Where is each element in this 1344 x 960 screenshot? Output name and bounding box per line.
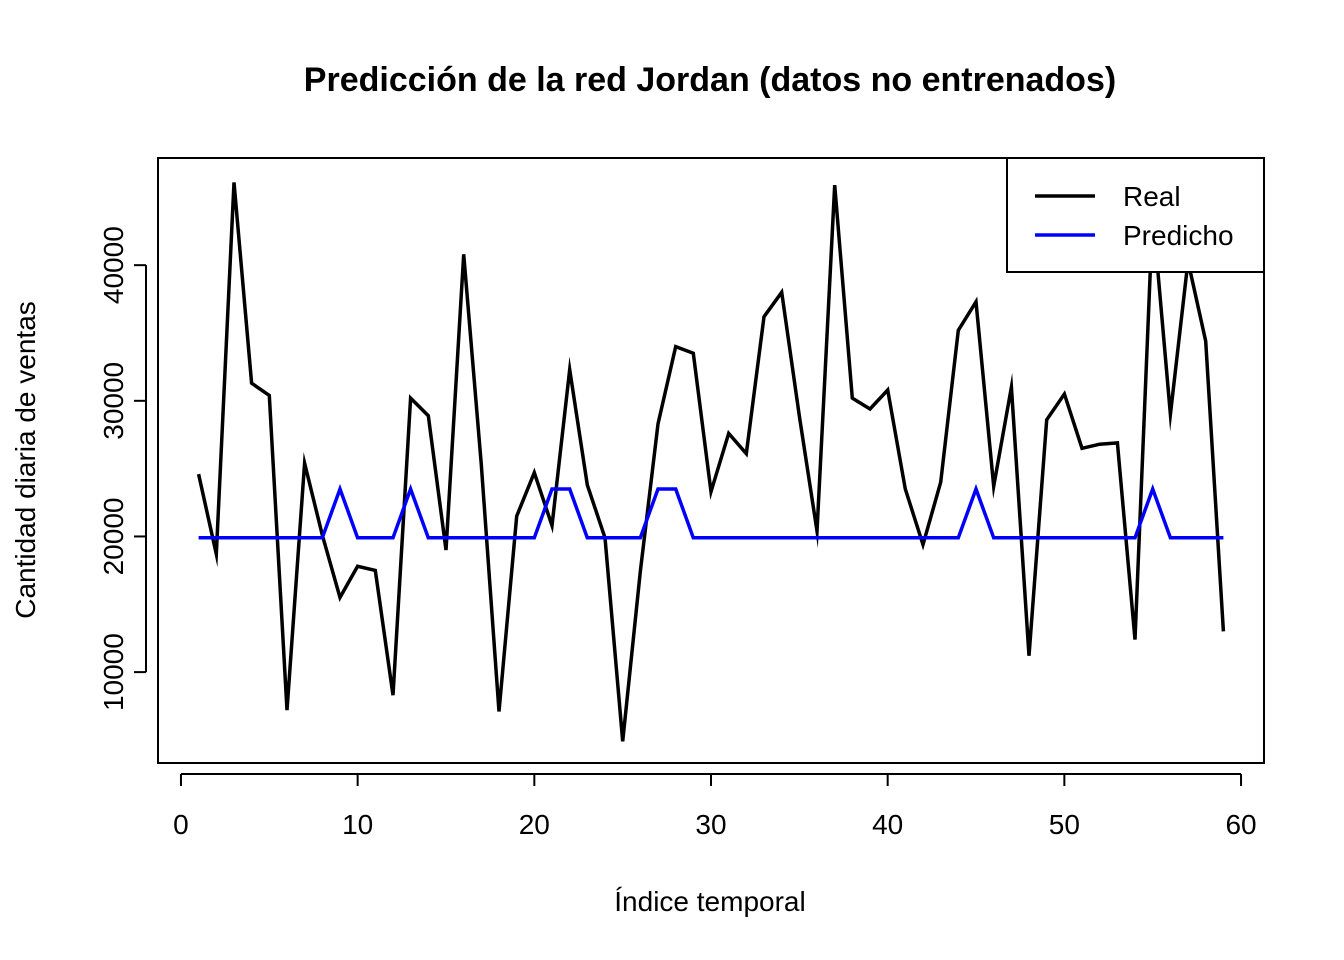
y-tick-label: 20000 [98,498,129,576]
x-tick-label: 40 [872,809,903,840]
legend: Real Predicho [1006,157,1265,273]
axes-layer: 0 10 20 30 40 50 60 10000 20000 30000 40000 [98,226,1257,840]
x-tick-label: 30 [695,809,726,840]
series-layer [196,182,1226,742]
x-tick-label: 60 [1225,809,1256,840]
x-tick-label: 50 [1049,809,1080,840]
plot-frame [157,157,1265,764]
legend-label: Real [1123,181,1181,212]
x-tick-label: 10 [342,809,373,840]
x-tick-label: 20 [519,809,550,840]
y-tick-label: 40000 [98,226,129,304]
legend-box [1006,157,1265,273]
series-line-real [196,182,1226,742]
chart-title: Predicción de la red Jordan (datos no en… [304,61,1116,99]
y-tick-label: 10000 [98,633,129,711]
x-axis-label: Índice temporal [614,886,805,917]
y-axis-label: Cantidad diaria de ventas [10,301,41,619]
series-line-predicho [198,483,1224,540]
legend-label: Predicho [1123,220,1234,251]
y-tick-label: 30000 [98,362,129,440]
x-tick-label: 0 [173,809,189,840]
